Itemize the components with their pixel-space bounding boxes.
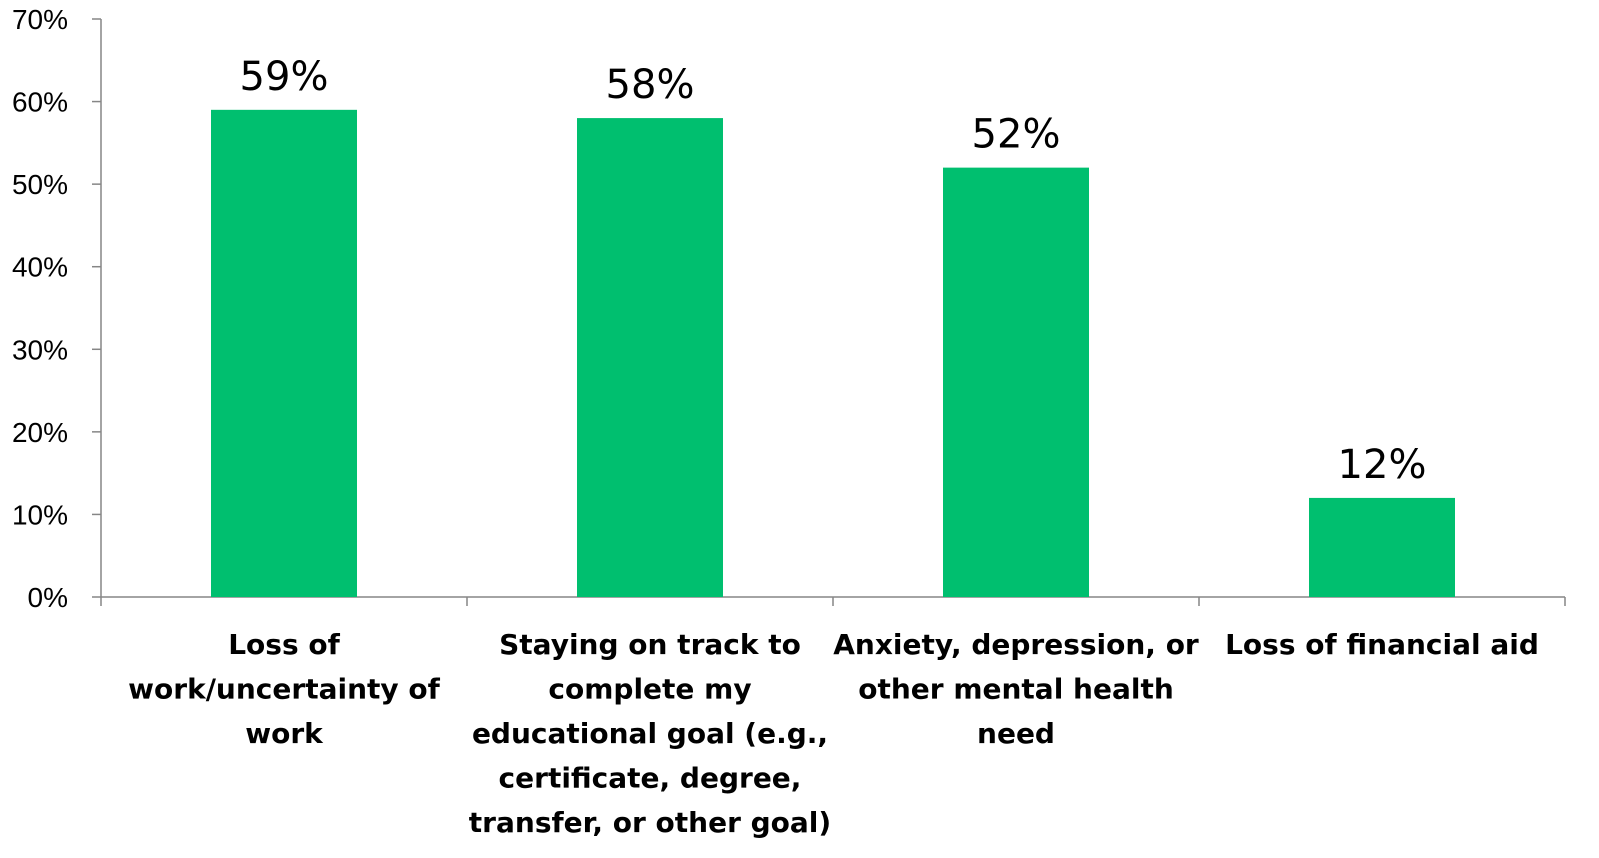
category-label: Loss of work/uncertainty of work bbox=[128, 628, 440, 750]
category-label: Staying on track to complete my educationa… bbox=[469, 628, 831, 839]
category-label-line: work/uncertainty of bbox=[128, 673, 440, 706]
y-tick-label: 40% bbox=[12, 252, 68, 283]
category-label-line: Staying on track to bbox=[499, 628, 801, 661]
category-label-line: Anxiety, depression, or bbox=[833, 628, 1199, 661]
x-axis bbox=[100, 596, 1566, 606]
category-labels: Loss of work/uncertainty of work Staying on… bbox=[128, 628, 1539, 839]
data-label: 12% bbox=[1338, 442, 1427, 488]
category-label-line: need bbox=[977, 717, 1055, 750]
y-tick-label: 0% bbox=[28, 582, 68, 613]
bar bbox=[943, 167, 1089, 597]
y-tick-label: 50% bbox=[12, 169, 68, 200]
category-label-line: transfer, or other goal) bbox=[469, 806, 831, 839]
bar bbox=[211, 109, 357, 597]
category-label: Loss of financial aid bbox=[1225, 628, 1539, 661]
y-tick-label: 30% bbox=[12, 334, 68, 365]
category-label-line: work bbox=[245, 717, 324, 750]
y-axis: 0% 10% 20% 30% 40% 50% 60% 70% bbox=[12, 4, 102, 613]
bar bbox=[1309, 497, 1455, 597]
y-tick-label: 20% bbox=[12, 417, 68, 448]
data-labels: 59% 58% 52% 12% bbox=[240, 54, 1427, 488]
category-label-line: educational goal (e.g., bbox=[472, 717, 828, 750]
data-label: 58% bbox=[606, 62, 695, 108]
category-label-line: certificate, degree, bbox=[499, 762, 802, 795]
bar bbox=[577, 118, 723, 597]
category-label-line: complete my bbox=[548, 673, 751, 706]
y-tick-label: 60% bbox=[12, 87, 68, 118]
bars bbox=[211, 109, 1455, 597]
y-tick-label: 10% bbox=[12, 499, 68, 530]
category-label-line: Loss of bbox=[228, 628, 340, 661]
data-label: 52% bbox=[972, 112, 1061, 158]
category-label-line: Loss of financial aid bbox=[1225, 628, 1539, 661]
y-tick-label: 70% bbox=[12, 4, 68, 35]
category-label: Anxiety, depression, or other mental heal… bbox=[833, 628, 1199, 750]
data-label: 59% bbox=[240, 54, 329, 100]
category-label-line: other mental health bbox=[858, 673, 1174, 706]
